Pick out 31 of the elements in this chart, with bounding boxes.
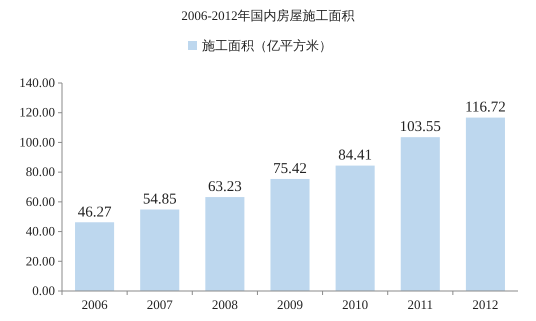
- data-label: 46.27: [78, 204, 112, 220]
- x-tick-label: 2009: [277, 297, 303, 312]
- bar: [336, 166, 375, 291]
- x-tick-label: 2008: [212, 297, 238, 312]
- y-tick-label: 100.00: [19, 134, 55, 150]
- y-tick-label: 0.00: [32, 283, 55, 298]
- y-tick-label: 140.00: [19, 75, 55, 90]
- bar: [205, 197, 244, 291]
- y-tick-label: 20.00: [26, 253, 55, 268]
- data-label: 116.72: [465, 100, 506, 116]
- x-tick-label: 2006: [82, 297, 108, 312]
- bar: [75, 222, 114, 291]
- data-label: 54.85: [142, 192, 177, 208]
- data-label: 75.42: [273, 160, 307, 177]
- bar: [140, 210, 180, 291]
- x-tick-label: 2011: [408, 297, 434, 312]
- data-label: 84.41: [338, 148, 372, 164]
- x-tick-label: 2010: [342, 297, 368, 312]
- x-tick-label: 2007: [146, 297, 174, 312]
- legend-label: 施工面积（亿平方米）: [202, 38, 332, 53]
- bar: [466, 118, 505, 291]
- bar: [400, 137, 440, 291]
- data-label: 63.23: [208, 179, 242, 196]
- y-tick-label: 120.00: [19, 104, 55, 120]
- chart-title: 2006-2012年国内房屋施工面积: [181, 8, 355, 23]
- y-tick-label: 80.00: [26, 164, 55, 180]
- y-tick-label: 60.00: [26, 194, 55, 209]
- bar: [270, 178, 310, 291]
- y-tick-label: 40.00: [26, 224, 55, 239]
- x-tick-label: 2012: [472, 297, 498, 312]
- data-label: 103.55: [400, 119, 441, 136]
